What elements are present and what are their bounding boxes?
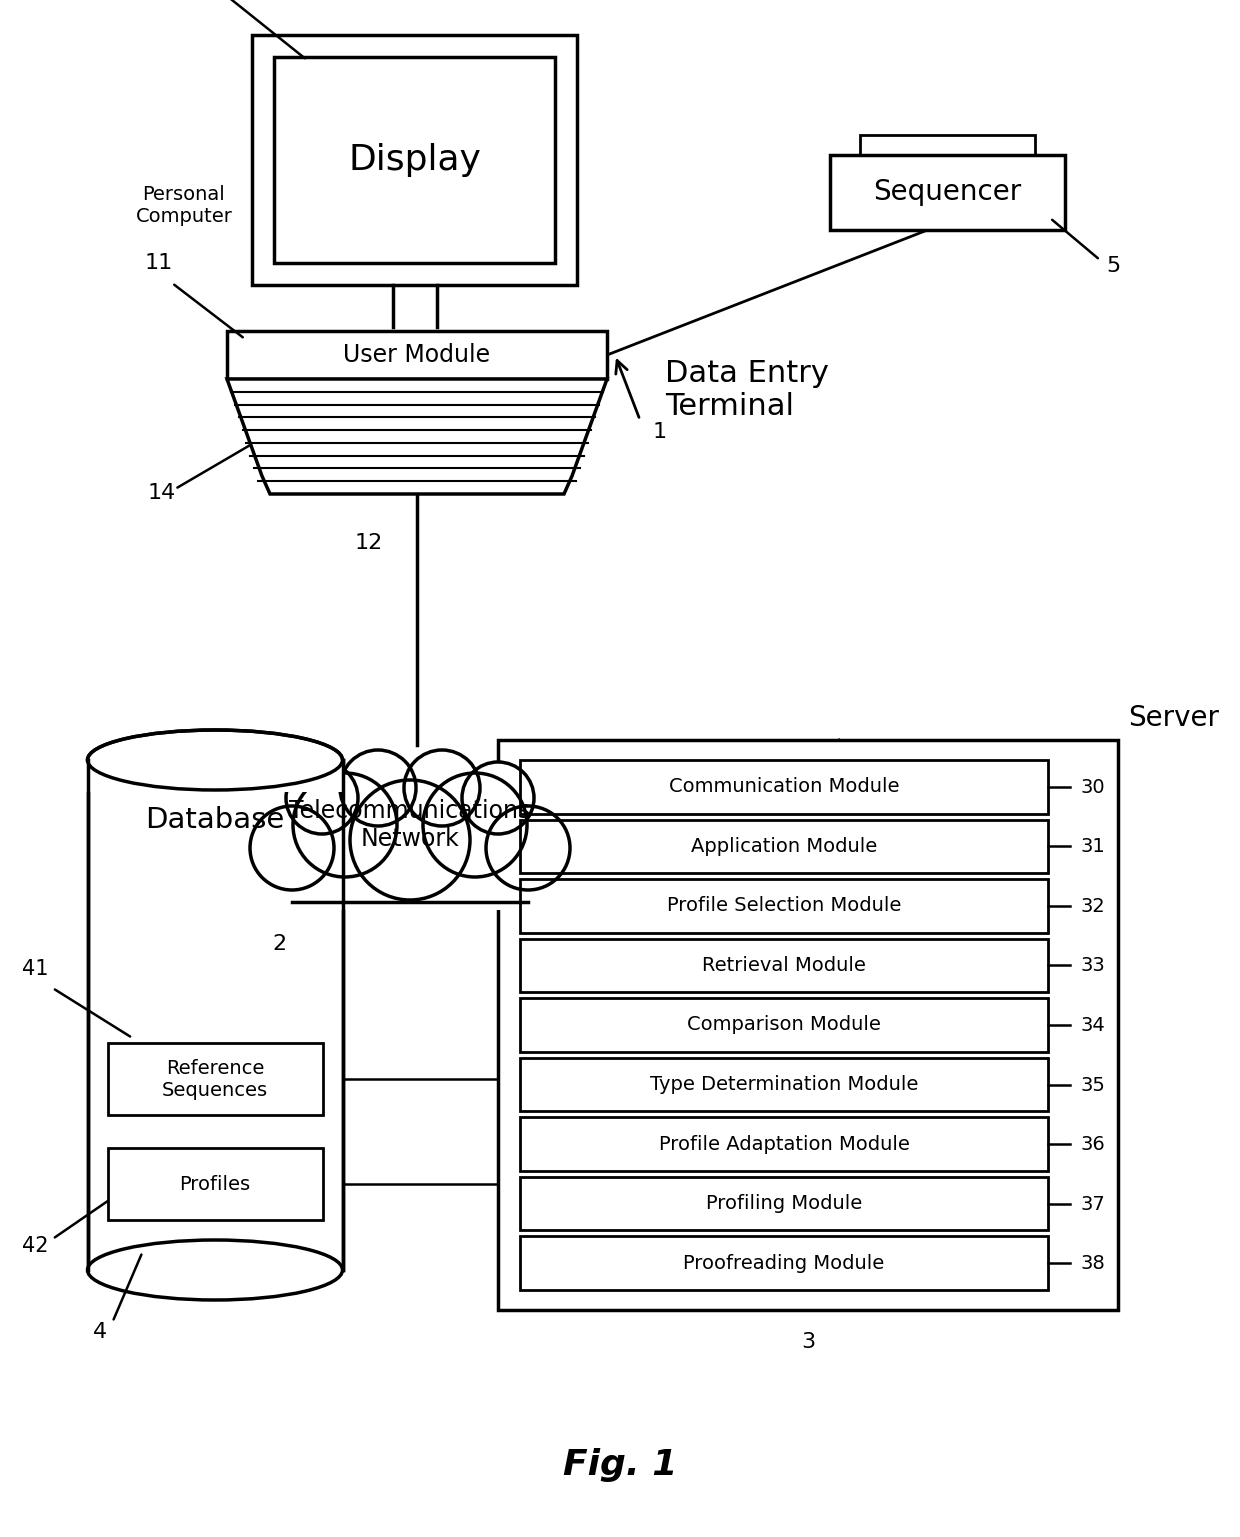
Text: Server: Server bbox=[1128, 704, 1219, 732]
Bar bbox=[252, 35, 577, 284]
Bar bbox=[246, 838, 575, 910]
Circle shape bbox=[286, 762, 358, 835]
Bar bbox=[108, 1044, 322, 1114]
Text: Proofreading Module: Proofreading Module bbox=[683, 1254, 884, 1273]
Circle shape bbox=[340, 750, 415, 825]
Text: 36: 36 bbox=[1080, 1136, 1105, 1154]
Text: 2: 2 bbox=[272, 934, 286, 954]
Text: Fig. 1: Fig. 1 bbox=[563, 1448, 677, 1482]
Text: 31: 31 bbox=[1080, 838, 1105, 856]
Circle shape bbox=[250, 805, 334, 890]
Bar bbox=[498, 739, 1118, 1310]
Text: Comparison Module: Comparison Module bbox=[687, 1016, 880, 1034]
Text: 38: 38 bbox=[1080, 1254, 1105, 1273]
Bar bbox=[520, 998, 1048, 1051]
Text: Profile Selection Module: Profile Selection Module bbox=[667, 896, 901, 916]
Circle shape bbox=[404, 750, 480, 825]
Bar bbox=[520, 879, 1048, 933]
Bar bbox=[520, 1117, 1048, 1171]
Text: 42: 42 bbox=[22, 1236, 48, 1256]
Bar bbox=[520, 1177, 1048, 1231]
Text: Sequencer: Sequencer bbox=[873, 178, 1022, 206]
Circle shape bbox=[350, 779, 470, 901]
Bar bbox=[520, 819, 1048, 873]
Text: Retrieval Module: Retrieval Module bbox=[702, 956, 866, 974]
Text: 5: 5 bbox=[1106, 257, 1120, 277]
Text: Display: Display bbox=[348, 143, 481, 177]
Circle shape bbox=[486, 805, 570, 890]
Text: 3: 3 bbox=[801, 1333, 815, 1353]
Text: Reference
Sequences: Reference Sequences bbox=[162, 1059, 268, 1099]
Bar bbox=[520, 1236, 1048, 1290]
Bar bbox=[227, 330, 608, 380]
Circle shape bbox=[293, 773, 397, 878]
Text: 41: 41 bbox=[22, 959, 48, 979]
Bar bbox=[86, 759, 345, 792]
Ellipse shape bbox=[88, 730, 342, 790]
Circle shape bbox=[463, 762, 534, 835]
Bar bbox=[108, 1148, 322, 1220]
Text: Application Module: Application Module bbox=[691, 836, 877, 856]
Text: 37: 37 bbox=[1080, 1194, 1105, 1214]
Text: 14: 14 bbox=[148, 483, 176, 503]
Text: 33: 33 bbox=[1080, 956, 1105, 976]
Text: 30: 30 bbox=[1081, 778, 1105, 796]
Text: User Module: User Module bbox=[343, 343, 491, 367]
Text: 1: 1 bbox=[653, 423, 667, 443]
Bar bbox=[520, 939, 1048, 993]
Bar bbox=[861, 135, 1035, 155]
Text: Telecommunications
Network: Telecommunications Network bbox=[289, 799, 531, 851]
Bar bbox=[520, 1057, 1048, 1111]
Text: Database: Database bbox=[145, 805, 285, 835]
Bar bbox=[274, 57, 556, 263]
Circle shape bbox=[423, 773, 527, 878]
Text: Profile Adaptation Module: Profile Adaptation Module bbox=[658, 1134, 909, 1154]
Bar bbox=[520, 759, 1048, 813]
Text: Data Entry
Terminal: Data Entry Terminal bbox=[665, 358, 828, 421]
Text: 4: 4 bbox=[93, 1322, 107, 1342]
Text: Profiles: Profiles bbox=[180, 1174, 250, 1194]
Text: Communication Module: Communication Module bbox=[668, 778, 899, 796]
Text: Type Determination Module: Type Determination Module bbox=[650, 1074, 918, 1094]
Bar bbox=[88, 759, 342, 1270]
Text: 35: 35 bbox=[1080, 1076, 1105, 1094]
Text: 11: 11 bbox=[145, 254, 174, 274]
Text: 32: 32 bbox=[1080, 898, 1105, 916]
Text: Profiling Module: Profiling Module bbox=[706, 1194, 862, 1213]
Bar bbox=[830, 155, 1065, 231]
Polygon shape bbox=[227, 380, 608, 493]
Ellipse shape bbox=[88, 1240, 342, 1300]
Text: Personal
Computer: Personal Computer bbox=[135, 184, 232, 226]
Text: 34: 34 bbox=[1080, 1016, 1105, 1034]
Text: 12: 12 bbox=[355, 533, 383, 553]
